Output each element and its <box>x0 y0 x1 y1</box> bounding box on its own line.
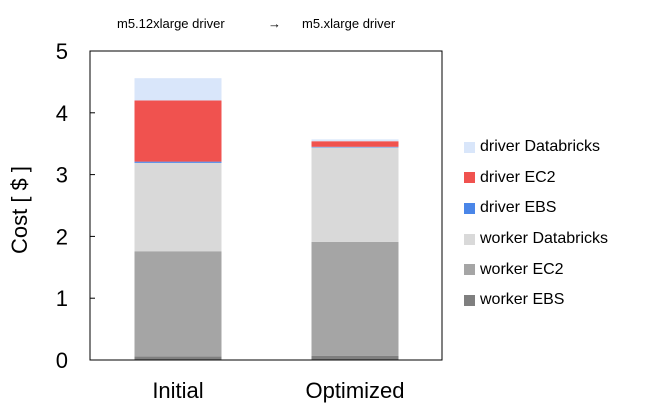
legend-item: worker EC2 <box>464 254 608 285</box>
legend-item: driver EBS <box>464 193 608 224</box>
plot-frame <box>89 50 443 361</box>
bar-segment-initial-driver-ec2 <box>134 100 222 162</box>
x-axis: Initial Optimized <box>152 378 404 403</box>
legend-label: driver EBS <box>480 199 557 217</box>
x-tick-label: Initial <box>152 378 203 403</box>
bar-segment-initial-worker-databricks <box>134 162 222 252</box>
y-tick-label: 4 <box>56 101 68 126</box>
legend-swatch <box>464 172 475 184</box>
legend-item: driver EC2 <box>464 163 608 194</box>
bar-segment-initial-driver-databricks <box>134 78 222 101</box>
legend-swatch <box>464 202 475 214</box>
y-tick-label: 3 <box>56 163 68 188</box>
legend: driver Databricks driver EC2 driver EBS wor… <box>464 132 608 316</box>
legend-swatch <box>464 233 475 245</box>
bar-segment-initial-worker-ebs <box>134 356 222 360</box>
legend-swatch <box>464 141 475 153</box>
legend-label: worker Databricks <box>480 230 609 248</box>
bar-segment-optimized-worker-ec2 <box>311 241 399 356</box>
annotation-from: m5.12xlarge driver <box>117 16 225 31</box>
legend-item: worker Databricks <box>464 224 608 255</box>
bar-segment-optimized-driver-ec2 <box>311 141 399 147</box>
legend-swatch <box>464 294 475 306</box>
bar-segment-initial-driver-ebs <box>134 161 222 163</box>
bar-segment-optimized-driver-databricks <box>311 139 399 142</box>
x-tick-label: Optimized <box>305 378 404 403</box>
y-axis-title: Cost [ $ ] <box>7 165 32 255</box>
legend-label: worker EC2 <box>480 260 564 278</box>
legend-swatch <box>464 264 475 276</box>
legend-item: driver Databricks <box>464 132 608 163</box>
legend-label: worker EBS <box>480 291 565 309</box>
annotation-arrow: → <box>268 16 281 31</box>
legend-label: driver Databricks <box>480 138 601 156</box>
bar-segment-optimized-worker-databricks <box>311 147 399 242</box>
bar-segment-optimized-driver-ebs <box>311 146 399 148</box>
y-axis: 0 1 2 3 4 5 <box>56 39 95 373</box>
legend-item: worker EBS <box>464 285 608 316</box>
y-tick-label: 1 <box>56 286 68 311</box>
y-tick-label: 0 <box>56 348 68 373</box>
y-tick-label: 5 <box>56 39 68 64</box>
y-tick-label: 2 <box>56 224 68 249</box>
legend-label: driver EC2 <box>480 168 556 186</box>
bar-segment-initial-worker-ec2 <box>134 251 222 357</box>
annotation-to: m5.xlarge driver <box>302 16 396 31</box>
bars-group <box>134 78 399 360</box>
bar-segment-optimized-worker-ebs <box>311 355 399 360</box>
